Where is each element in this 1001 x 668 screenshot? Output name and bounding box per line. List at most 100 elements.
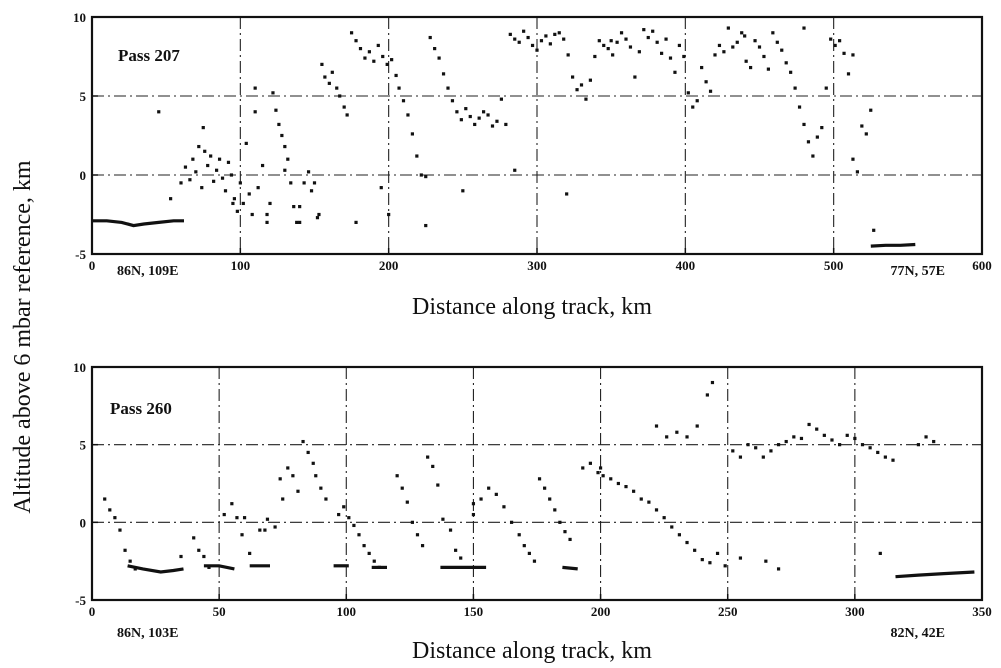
data-point — [337, 512, 341, 517]
data-point — [660, 51, 664, 55]
data-point — [731, 449, 735, 453]
data-point — [253, 110, 257, 114]
data-point — [855, 170, 859, 174]
data-point — [324, 497, 328, 501]
data-point — [477, 116, 481, 120]
data-point — [200, 186, 204, 190]
data-point — [283, 168, 287, 172]
data-point — [526, 35, 530, 40]
data-point — [455, 110, 459, 114]
data-point — [654, 508, 659, 512]
plot-frame — [90, 365, 984, 602]
data-point — [726, 26, 730, 30]
data-point — [793, 86, 797, 90]
data-point — [784, 61, 788, 65]
data-point — [776, 567, 781, 571]
data-point — [508, 32, 512, 36]
data-point — [217, 157, 222, 161]
data-point — [797, 105, 802, 109]
data-point — [754, 446, 758, 450]
data-point — [231, 201, 235, 206]
data-point — [740, 31, 744, 35]
data-point — [695, 424, 699, 428]
data-point — [708, 89, 713, 93]
data-point — [244, 141, 248, 145]
data-point — [693, 548, 697, 552]
data-point — [665, 435, 669, 439]
data-point — [513, 37, 517, 41]
data-point — [265, 212, 269, 217]
data-point — [315, 216, 320, 220]
data-point — [838, 443, 842, 447]
data-point — [431, 464, 435, 469]
data-point — [833, 43, 837, 48]
data-point — [298, 205, 302, 209]
data-point — [400, 486, 404, 490]
data-point — [192, 536, 196, 540]
data-point — [265, 220, 269, 224]
data-point — [509, 520, 514, 524]
data-point — [235, 209, 239, 213]
x-tick-label: 200 — [591, 604, 611, 619]
data-point — [424, 174, 428, 179]
data-point — [722, 50, 726, 54]
data-point — [633, 75, 637, 79]
data-point — [883, 455, 887, 459]
data-point — [802, 122, 806, 127]
track-end-label: 77N, 57E — [891, 264, 945, 279]
data-point — [103, 497, 107, 501]
data-point — [548, 497, 552, 501]
data-point — [265, 517, 270, 521]
data-point — [864, 132, 868, 136]
data-point — [385, 62, 389, 66]
data-point — [203, 149, 207, 153]
y-tick-label: 5 — [80, 89, 87, 104]
data-point — [191, 157, 195, 161]
data-point — [775, 40, 779, 44]
data-point — [757, 45, 762, 49]
data-point — [584, 97, 588, 101]
data-point — [710, 380, 715, 385]
data-point — [932, 439, 936, 444]
data-point — [713, 53, 717, 57]
data-point — [820, 126, 824, 130]
data-point — [558, 520, 562, 524]
data-point — [824, 86, 828, 90]
data-point — [306, 170, 311, 174]
data-point — [677, 533, 681, 537]
data-point — [619, 31, 624, 35]
data-point — [647, 500, 651, 504]
data-point — [461, 189, 465, 193]
data-point — [822, 433, 826, 437]
data-point — [924, 435, 928, 439]
data-point — [395, 474, 399, 478]
data-point — [292, 205, 296, 209]
data-point — [878, 551, 882, 555]
data-point — [450, 99, 455, 103]
data-point — [860, 443, 865, 447]
data-point — [342, 505, 346, 509]
data-segment — [870, 242, 916, 248]
data-point — [762, 54, 766, 59]
data-point — [222, 512, 226, 517]
data-point — [133, 567, 137, 571]
data-point — [675, 430, 679, 434]
data-point — [397, 86, 401, 90]
data-point — [691, 105, 695, 109]
data-point — [789, 70, 793, 74]
x-tick-label: 50 — [213, 604, 226, 619]
data-point — [735, 40, 739, 44]
data-point — [323, 75, 327, 79]
data-point — [494, 492, 498, 496]
data-point — [108, 508, 112, 512]
data-point — [766, 67, 770, 71]
data-point — [410, 132, 414, 136]
data-point — [194, 170, 198, 174]
track-start-label: 86N, 109E — [117, 264, 178, 279]
data-point — [291, 474, 295, 478]
data-point — [723, 564, 727, 568]
data-point — [301, 439, 305, 444]
data-point — [579, 83, 584, 87]
